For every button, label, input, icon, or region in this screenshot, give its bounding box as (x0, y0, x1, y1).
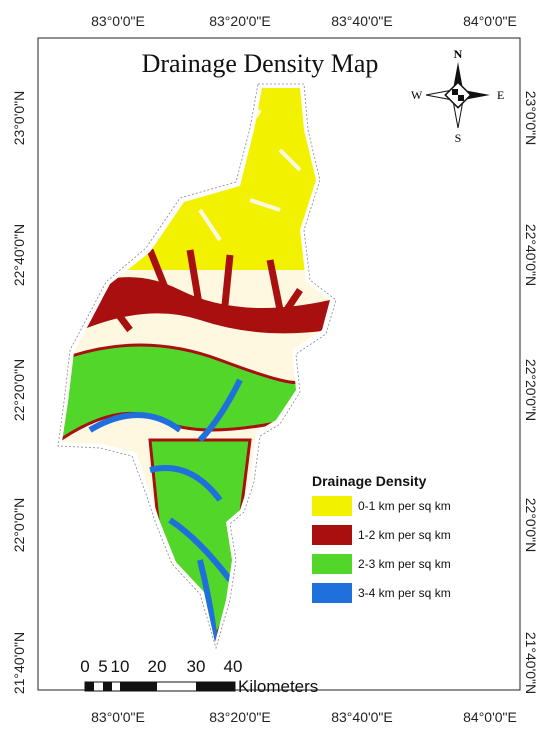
scale-unit: Kilometers (238, 677, 318, 696)
left-tick-label: 22°40'0"N (11, 224, 27, 286)
left-tick-label: 21°40'0"N (11, 632, 27, 694)
scale-label: 0 (80, 657, 89, 676)
boundary (57, 83, 337, 650)
compass-e: E (497, 88, 504, 102)
left-tick-label: 22°0'0"N (11, 498, 27, 553)
right-tick-label: 23°0'0"N (523, 91, 539, 146)
left-tick-label: 23°0'0"N (11, 91, 27, 146)
legend-title: Drainage Density (312, 473, 427, 489)
legend-swatch (312, 583, 352, 603)
zone-1-2 (62, 277, 330, 340)
bottom-tick-label: 83°0'0"E (91, 709, 145, 725)
bottom-tick-label: 83°40'0"E (331, 709, 393, 725)
legend-swatch (312, 554, 352, 574)
zone-3-4 (88, 378, 243, 641)
right-tick-label: 21°40'0"N (523, 632, 539, 694)
bottom-tick-label: 84°0'0"E (463, 709, 517, 725)
top-tick-label: 84°0'0"E (463, 13, 517, 29)
top-tick-label: 83°20'0"E (209, 13, 271, 29)
bottom-tick-label: 83°20'0"E (209, 709, 271, 725)
right-tick-label: 22°20'0"N (523, 359, 539, 421)
compass: N S E W (411, 47, 504, 145)
scale-label: 30 (187, 657, 206, 676)
scale-label: 40 (224, 657, 243, 676)
scale-bar (84, 681, 236, 692)
compass-s: S (455, 131, 462, 145)
compass-n: N (454, 47, 463, 61)
legend-label: 3-4 km per sq km (358, 586, 451, 600)
left-tick-label: 22°20'0"N (11, 359, 27, 421)
legend-swatch (312, 496, 352, 516)
right-tick-label: 22°0'0"N (523, 498, 539, 553)
top-tick-label: 83°0'0"E (91, 13, 145, 29)
legend-label: 2-3 km per sq km (358, 557, 451, 571)
scale-label: 20 (148, 657, 167, 676)
map-title: Drainage Density Map (142, 49, 379, 78)
scale-label: 10 (111, 657, 130, 676)
scale-label: 5 (98, 657, 107, 676)
legend-label: 1-2 km per sq km (358, 528, 451, 542)
right-tick-label: 22°40'0"N (523, 224, 539, 286)
top-tick-label: 83°40'0"E (331, 13, 393, 29)
compass-w: W (411, 88, 423, 102)
legend-label: 0-1 km per sq km (358, 499, 451, 513)
legend-swatch (312, 525, 352, 545)
